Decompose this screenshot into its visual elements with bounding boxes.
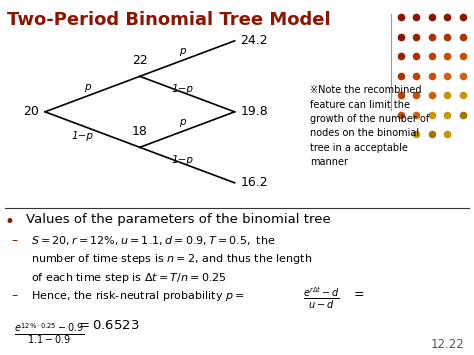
Text: 12.22: 12.22 [431, 338, 465, 351]
Text: 1−p: 1−p [172, 155, 193, 165]
Text: 1−p: 1−p [72, 131, 94, 141]
Text: =: = [353, 288, 364, 301]
Text: Hence, the risk-neutral probability $p=$: Hence, the risk-neutral probability $p=$ [31, 289, 245, 303]
Text: p: p [179, 118, 186, 127]
Text: 20: 20 [24, 105, 39, 118]
Text: 22: 22 [132, 54, 148, 67]
Text: •: • [5, 213, 15, 231]
Text: 16.2: 16.2 [240, 176, 268, 189]
Text: $= 0.6523$: $= 0.6523$ [76, 319, 139, 332]
Text: 19.8: 19.8 [240, 105, 268, 118]
Text: $\frac{e^{12\%\cdot 0.25}-0.9}{1.1-0.9}$: $\frac{e^{12\%\cdot 0.25}-0.9}{1.1-0.9}$ [14, 321, 85, 346]
Text: 18: 18 [132, 125, 148, 138]
Text: p: p [84, 82, 91, 92]
Text: $\frac{e^{r\Delta t}-d}{u-d}$: $\frac{e^{r\Delta t}-d}{u-d}$ [303, 286, 340, 311]
Text: $S = 20, r = 12\%, u = 1.1, d = 0.9, T = 0.5,$ the
number of time steps is $n = : $S = 20, r = 12\%, u = 1.1, d = 0.9, T =… [31, 234, 312, 285]
Text: p: p [179, 47, 186, 56]
Text: Values of the parameters of the binomial tree: Values of the parameters of the binomial… [26, 213, 331, 226]
Text: –: – [12, 289, 18, 302]
Text: ※Note the recombined
feature can limit the
growth of the number of
nodes on the : ※Note the recombined feature can limit t… [310, 85, 430, 167]
Text: 1−p: 1−p [172, 84, 193, 94]
Text: 24.2: 24.2 [240, 34, 268, 47]
Text: –: – [12, 234, 18, 247]
Text: Two-Period Binomial Tree Model: Two-Period Binomial Tree Model [7, 11, 331, 29]
